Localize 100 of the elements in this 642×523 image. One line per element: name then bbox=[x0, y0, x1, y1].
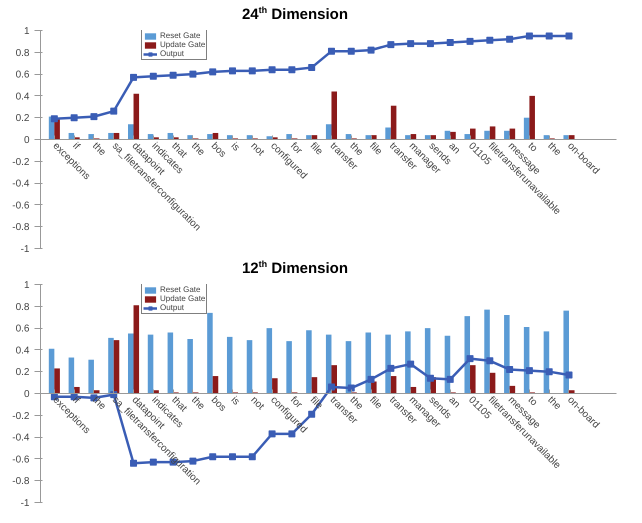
bar bbox=[450, 132, 456, 140]
point bbox=[546, 368, 553, 376]
bar bbox=[568, 390, 575, 394]
bar bbox=[346, 134, 352, 140]
point bbox=[426, 40, 434, 48]
bar bbox=[168, 132, 174, 140]
point bbox=[229, 453, 236, 460]
point bbox=[565, 371, 572, 378]
y-tick-label: 0 bbox=[24, 135, 30, 146]
point bbox=[506, 36, 514, 43]
point bbox=[506, 366, 514, 374]
bar bbox=[563, 310, 569, 394]
y-tick-label: 0.2 bbox=[16, 367, 30, 378]
point bbox=[170, 72, 177, 79]
bar bbox=[54, 368, 60, 394]
chart-title: 12$^{th}$ Dimension bbox=[240, 258, 350, 279]
point bbox=[150, 72, 157, 80]
y-tick-label: 1 bbox=[24, 26, 30, 37]
bar bbox=[444, 336, 450, 394]
y-tick-label: -0.4 bbox=[12, 432, 30, 444]
point bbox=[268, 66, 276, 74]
bar bbox=[114, 132, 120, 140]
y-tick-label: 0.8 bbox=[16, 48, 30, 59]
y-tick-label: 0.2 bbox=[16, 113, 30, 124]
y-tick-label: 0.8 bbox=[16, 302, 30, 313]
chart-title: 24$^{th}$ Dimension bbox=[240, 4, 350, 25]
point bbox=[446, 376, 454, 383]
bar bbox=[68, 358, 74, 394]
point bbox=[426, 374, 434, 382]
point bbox=[486, 357, 494, 364]
point bbox=[565, 32, 572, 40]
y-tick-label: -1 bbox=[20, 244, 30, 255]
bar bbox=[128, 334, 134, 394]
bar bbox=[470, 365, 476, 394]
bar bbox=[88, 360, 94, 394]
point bbox=[368, 46, 375, 54]
bar bbox=[544, 135, 550, 140]
point bbox=[189, 70, 196, 78]
bar bbox=[504, 315, 510, 394]
legend-label: Update Gate bbox=[160, 294, 206, 303]
point bbox=[209, 453, 216, 460]
point bbox=[526, 32, 533, 40]
y-tick-label: 1 bbox=[24, 280, 30, 291]
bar bbox=[484, 310, 490, 394]
y-tick-label: -0.2 bbox=[12, 410, 30, 422]
point bbox=[387, 41, 394, 48]
bar bbox=[470, 128, 476, 140]
point bbox=[328, 48, 335, 55]
point bbox=[446, 38, 454, 46]
point bbox=[70, 114, 78, 122]
bar bbox=[568, 135, 575, 140]
bar bbox=[390, 376, 396, 394]
bar bbox=[134, 305, 140, 394]
bar bbox=[128, 124, 134, 140]
bar bbox=[390, 106, 396, 140]
y-tick-label: 0 bbox=[24, 389, 30, 400]
bar bbox=[68, 132, 74, 140]
x-tick-label: file bbox=[308, 140, 325, 158]
bar bbox=[524, 327, 530, 394]
y-tick-label: 0.6 bbox=[16, 70, 30, 81]
x-tick-label: is bbox=[228, 394, 242, 408]
bar bbox=[424, 328, 430, 394]
x-tick-label: bos bbox=[208, 140, 228, 160]
point bbox=[248, 67, 256, 74]
bar bbox=[226, 336, 232, 394]
bar bbox=[168, 332, 174, 394]
bar bbox=[366, 332, 372, 394]
bar bbox=[490, 126, 496, 140]
x-tick-label: an bbox=[446, 394, 462, 410]
point bbox=[407, 360, 414, 368]
bar bbox=[266, 136, 272, 140]
bar bbox=[346, 341, 352, 394]
bar bbox=[385, 128, 391, 140]
point bbox=[368, 376, 375, 383]
x-tick-label: is bbox=[228, 140, 242, 154]
bar bbox=[544, 331, 550, 394]
x-tick-label: not bbox=[248, 394, 266, 412]
bar bbox=[306, 330, 312, 394]
point bbox=[130, 74, 138, 81]
x-tick-label: file bbox=[367, 140, 384, 158]
point bbox=[348, 48, 355, 55]
point bbox=[486, 36, 494, 44]
point bbox=[248, 453, 256, 460]
bar bbox=[114, 340, 120, 394]
x-tick-label: not bbox=[248, 140, 266, 158]
y-tick-label: 0.4 bbox=[16, 345, 30, 356]
bar bbox=[207, 312, 213, 394]
bar bbox=[266, 328, 272, 394]
legend-label: Reset Gate bbox=[160, 285, 200, 294]
point bbox=[229, 67, 236, 74]
bar bbox=[331, 92, 338, 140]
legend-label: Output bbox=[160, 49, 184, 58]
point bbox=[288, 66, 296, 74]
bar bbox=[272, 378, 278, 394]
legend-label: Update Gate bbox=[160, 40, 206, 49]
bar bbox=[148, 334, 154, 394]
bar bbox=[524, 118, 530, 140]
y-tick-label: -0.8 bbox=[12, 476, 30, 488]
bar bbox=[464, 316, 470, 394]
y-tick-label: -1 bbox=[20, 498, 30, 509]
